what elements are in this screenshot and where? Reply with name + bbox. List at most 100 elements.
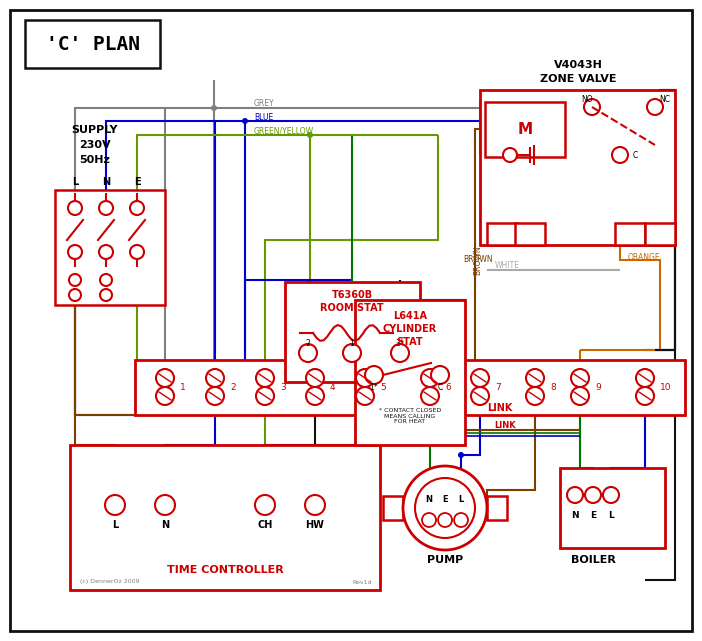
Circle shape [306,387,324,405]
Circle shape [647,99,663,115]
Circle shape [211,105,217,111]
Text: 1: 1 [350,338,355,347]
Text: V4043H: V4043H [554,60,602,70]
Text: BROWN: BROWN [463,256,493,265]
Text: ROOM STAT: ROOM STAT [320,303,384,313]
Text: L: L [608,512,614,520]
Circle shape [356,387,374,405]
Circle shape [105,495,125,515]
Circle shape [471,387,489,405]
Text: 2: 2 [230,383,236,392]
Bar [615,223,645,245]
Circle shape [305,495,325,515]
Bar [487,496,507,520]
Circle shape [503,148,517,162]
Circle shape [526,369,544,387]
Circle shape [422,513,436,527]
Text: 8: 8 [550,383,556,392]
Circle shape [471,369,489,387]
Circle shape [100,289,112,301]
Text: E: E [442,495,448,504]
Circle shape [256,387,274,405]
Circle shape [130,201,144,215]
Circle shape [99,245,113,259]
Text: N: N [161,520,169,530]
Circle shape [421,369,439,387]
Circle shape [636,387,654,405]
Circle shape [636,369,654,387]
Text: HW: HW [305,520,324,530]
Text: E: E [590,512,596,520]
Circle shape [585,487,601,503]
Circle shape [438,513,452,527]
Text: 1*: 1* [370,383,378,392]
Bar [55,190,165,305]
Circle shape [69,289,81,301]
Circle shape [155,495,175,515]
Circle shape [571,387,589,405]
Text: N: N [571,512,579,520]
Bar [70,445,380,590]
Circle shape [256,369,274,387]
Text: NC: NC [659,96,670,104]
Circle shape [567,487,583,503]
Circle shape [421,387,439,405]
Circle shape [130,245,144,259]
Circle shape [100,274,112,286]
Circle shape [242,118,248,124]
Circle shape [255,495,275,515]
Circle shape [68,201,82,215]
Text: M: M [517,122,533,138]
Text: GREEN/YELLOW: GREEN/YELLOW [254,126,314,135]
Circle shape [431,366,449,384]
Bar [135,360,685,415]
Text: WHITE: WHITE [495,262,520,271]
Circle shape [458,452,464,458]
Text: STAT: STAT [397,337,423,347]
Text: L641A: L641A [393,311,427,321]
Text: C: C [633,151,637,160]
Circle shape [69,274,81,286]
Text: LINK: LINK [487,403,512,413]
Bar [515,223,545,245]
Bar [25,20,160,68]
Text: (c) DennerOz 2009: (c) DennerOz 2009 [80,579,140,585]
Text: 'C' PLAN: 'C' PLAN [46,35,140,53]
Circle shape [343,344,361,362]
Bar [485,102,565,157]
Bar [645,223,675,245]
Circle shape [603,487,619,503]
Text: 230V: 230V [79,140,111,150]
Text: Rev1d: Rev1d [352,579,372,585]
Text: 9: 9 [595,383,601,392]
Circle shape [391,344,409,362]
Circle shape [454,513,468,527]
Circle shape [68,245,82,259]
Circle shape [206,387,224,405]
Text: BLUE: BLUE [254,113,273,122]
Text: * CONTACT CLOSED
MEANS CALLING
FOR HEAT: * CONTACT CLOSED MEANS CALLING FOR HEAT [379,408,441,424]
Text: ORANGE: ORANGE [628,253,661,263]
Circle shape [206,369,224,387]
Text: N: N [102,177,110,187]
Text: 3*: 3* [396,338,404,347]
Text: BOILER: BOILER [571,555,616,565]
Text: L: L [72,177,78,187]
Text: 1: 1 [180,383,186,392]
Circle shape [99,201,113,215]
Circle shape [306,369,324,387]
Bar [383,496,403,520]
Circle shape [307,132,313,138]
Text: ZONE VALVE: ZONE VALVE [540,74,616,84]
Text: 7: 7 [495,383,501,392]
Text: 4: 4 [330,383,336,392]
Bar [487,223,517,245]
Bar [285,282,420,382]
Circle shape [584,99,600,115]
Circle shape [526,387,544,405]
Text: C: C [437,383,443,392]
Text: PUMP: PUMP [427,555,463,565]
Circle shape [403,466,487,550]
Circle shape [156,387,174,405]
Circle shape [365,366,383,384]
